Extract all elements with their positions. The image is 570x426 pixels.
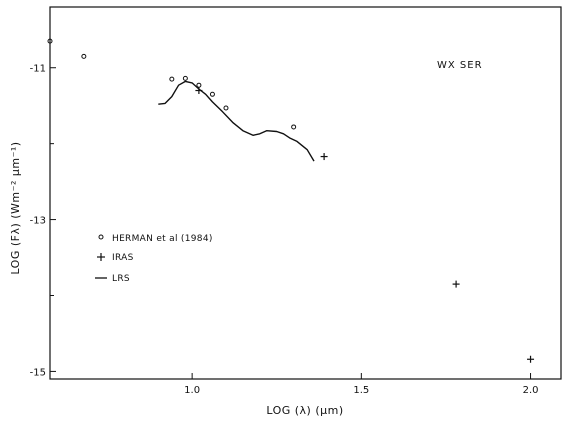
- legend: HERMAN et al (1984) IRAS LRS: [95, 234, 213, 284]
- legend-label-herman: HERMAN et al (1984): [112, 234, 213, 244]
- plot-frame: [49, 6, 562, 380]
- x-tick-label-1: 1.5: [353, 385, 369, 396]
- herman-point-2: [169, 76, 175, 82]
- star-name-annotation: WX SER: [437, 60, 483, 71]
- x-tick-label-0: 1.0: [184, 385, 200, 396]
- legend-label-iras: IRAS: [112, 253, 134, 263]
- legend-label-lrs: LRS: [112, 274, 130, 284]
- y-axis-title: LOG (Fλ) (Wm⁻² μm⁻¹): [9, 141, 22, 274]
- y-tick-label-2: -15: [30, 367, 46, 378]
- iras-point-3: [527, 355, 535, 363]
- herman-point-5: [209, 91, 215, 97]
- x-tick-label-2: 2.0: [523, 385, 539, 396]
- y-tick-label-1: -13: [30, 216, 46, 227]
- herman-point-3: [182, 75, 188, 81]
- data-marks: [47, 38, 535, 363]
- herman-point-1: [81, 53, 87, 59]
- herman-point-4: [196, 82, 202, 88]
- herman-point-7: [291, 124, 297, 130]
- y-tick-label-0: -11: [30, 64, 46, 75]
- iras-point-1: [320, 153, 328, 161]
- legend-plus-marker: [97, 253, 105, 261]
- herman-point-0: [47, 38, 53, 44]
- legend-circle-marker: [98, 234, 104, 240]
- lrs-spectrum-line: [158, 80, 315, 162]
- iras-point-2: [452, 280, 460, 288]
- axis-ticks: [50, 67, 532, 379]
- herman-point-6: [223, 105, 229, 111]
- x-axis-title: LOG (λ) (μm): [266, 404, 343, 417]
- axis-tick-labels: 1.0 1.5 2.0 -11 -13 -15: [30, 64, 539, 396]
